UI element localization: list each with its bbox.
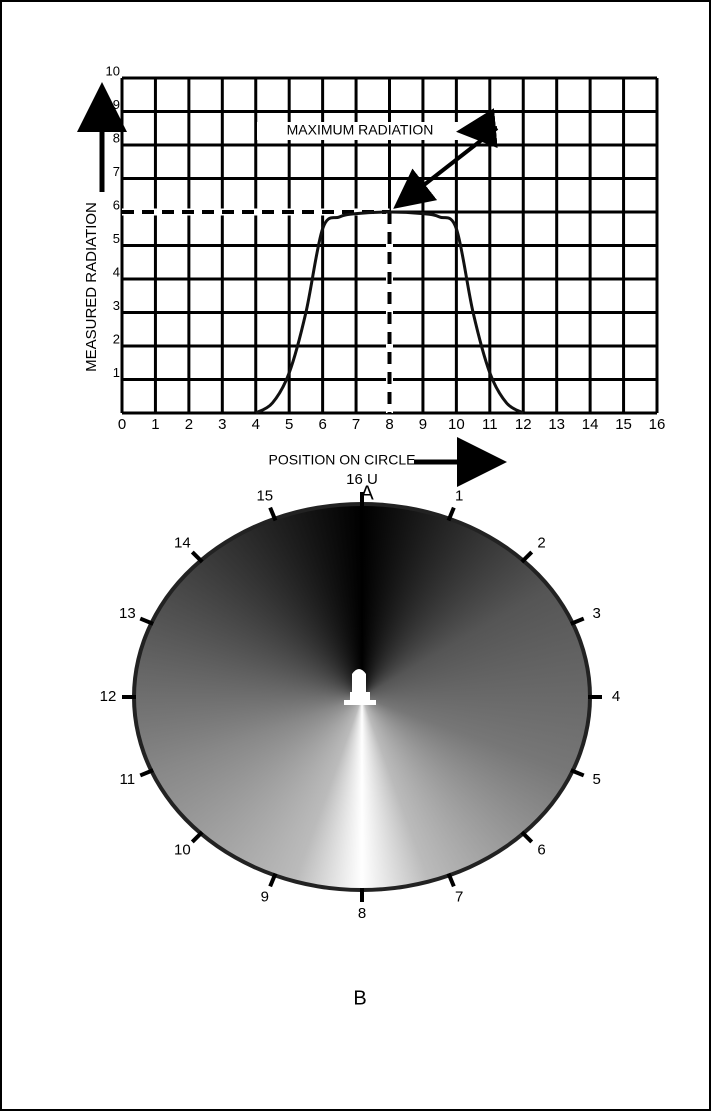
dial-tick [570,768,585,778]
y-tick-label: 2 [113,331,120,346]
position-label: 10 [174,841,191,858]
dial-tick [520,550,534,564]
x-tick-label: 15 [615,416,632,433]
x-tick-label: 8 [385,416,393,433]
x-tick-label: 11 [482,416,498,433]
dial-tick [268,872,278,888]
dial-tick [570,616,585,626]
x-tick-label: 14 [582,416,599,433]
x-tick-label: 6 [318,416,326,433]
x-tick-label: 1 [151,416,159,433]
position-label: 4 [612,688,620,705]
position-label: 13 [119,605,136,622]
y-tick-label: 8 [113,130,120,145]
x-tick-label: 12 [515,416,532,433]
position-label: 16 U [346,471,378,488]
position-label: 15 [256,487,273,504]
radiation-curve [254,210,525,415]
x-tick-label: 3 [218,416,226,433]
position-label: 11 [120,771,136,788]
annotation-arrow [456,108,498,149]
dial-tick [446,872,456,888]
dial-tick [139,768,154,778]
dial-tick [190,550,204,564]
dial-tick [139,616,154,626]
x-tick-label: 13 [548,416,565,433]
position-label: 12 [100,688,117,705]
x-axis-label: POSITION ON CIRCLE [268,452,415,468]
position-label: 3 [592,605,600,622]
dial-tick [446,506,456,522]
position-label: 7 [455,888,463,905]
x-tick-label: 7 [352,416,360,433]
x-tick-label: 2 [185,416,193,433]
position-label: 5 [592,771,600,788]
position-label: 9 [261,888,269,905]
y-tick-label: 9 [113,97,120,112]
y-tick-label: 4 [113,264,120,279]
dial-tick [520,830,534,844]
y-tick-label: 3 [113,298,120,313]
annotation-bg [257,122,462,140]
position-label: 6 [537,841,545,858]
x-tick-label: 4 [252,416,260,433]
position-label: 14 [174,535,191,552]
y-tick-label: 1 [113,365,120,380]
position-label: 1 [455,487,463,504]
position-label: 8 [358,905,366,922]
x-tick-label: 16 [649,416,666,433]
y-tick-label: 10 [106,63,120,78]
y-tick-label: 7 [113,164,120,179]
source-icon [344,669,376,705]
x-tick-label: 10 [448,416,465,433]
y-axis-label: MEASURED RADIATION [83,202,100,372]
y-tick-label: 6 [113,197,120,212]
dial-tick [268,506,278,522]
x-tick-label: 5 [285,416,293,433]
position-label: 2 [537,535,545,552]
annotation-arrow [393,126,499,209]
x-tick-label: 9 [419,416,427,433]
annotation: MAXIMUM RADIATION [287,122,434,138]
caption-b: B [353,987,366,1009]
dial-tick [190,830,204,844]
x-tick-label: 0 [118,416,126,433]
y-tick-label: 5 [113,231,120,246]
